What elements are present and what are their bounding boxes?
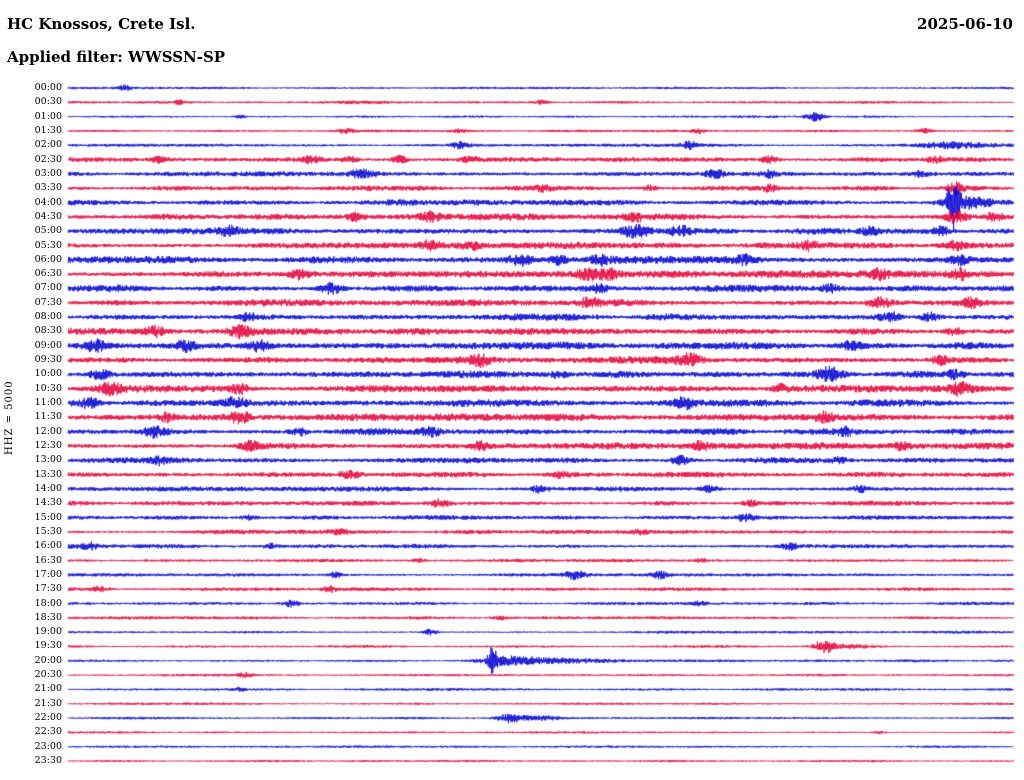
seismogram-canvas <box>0 0 1024 780</box>
